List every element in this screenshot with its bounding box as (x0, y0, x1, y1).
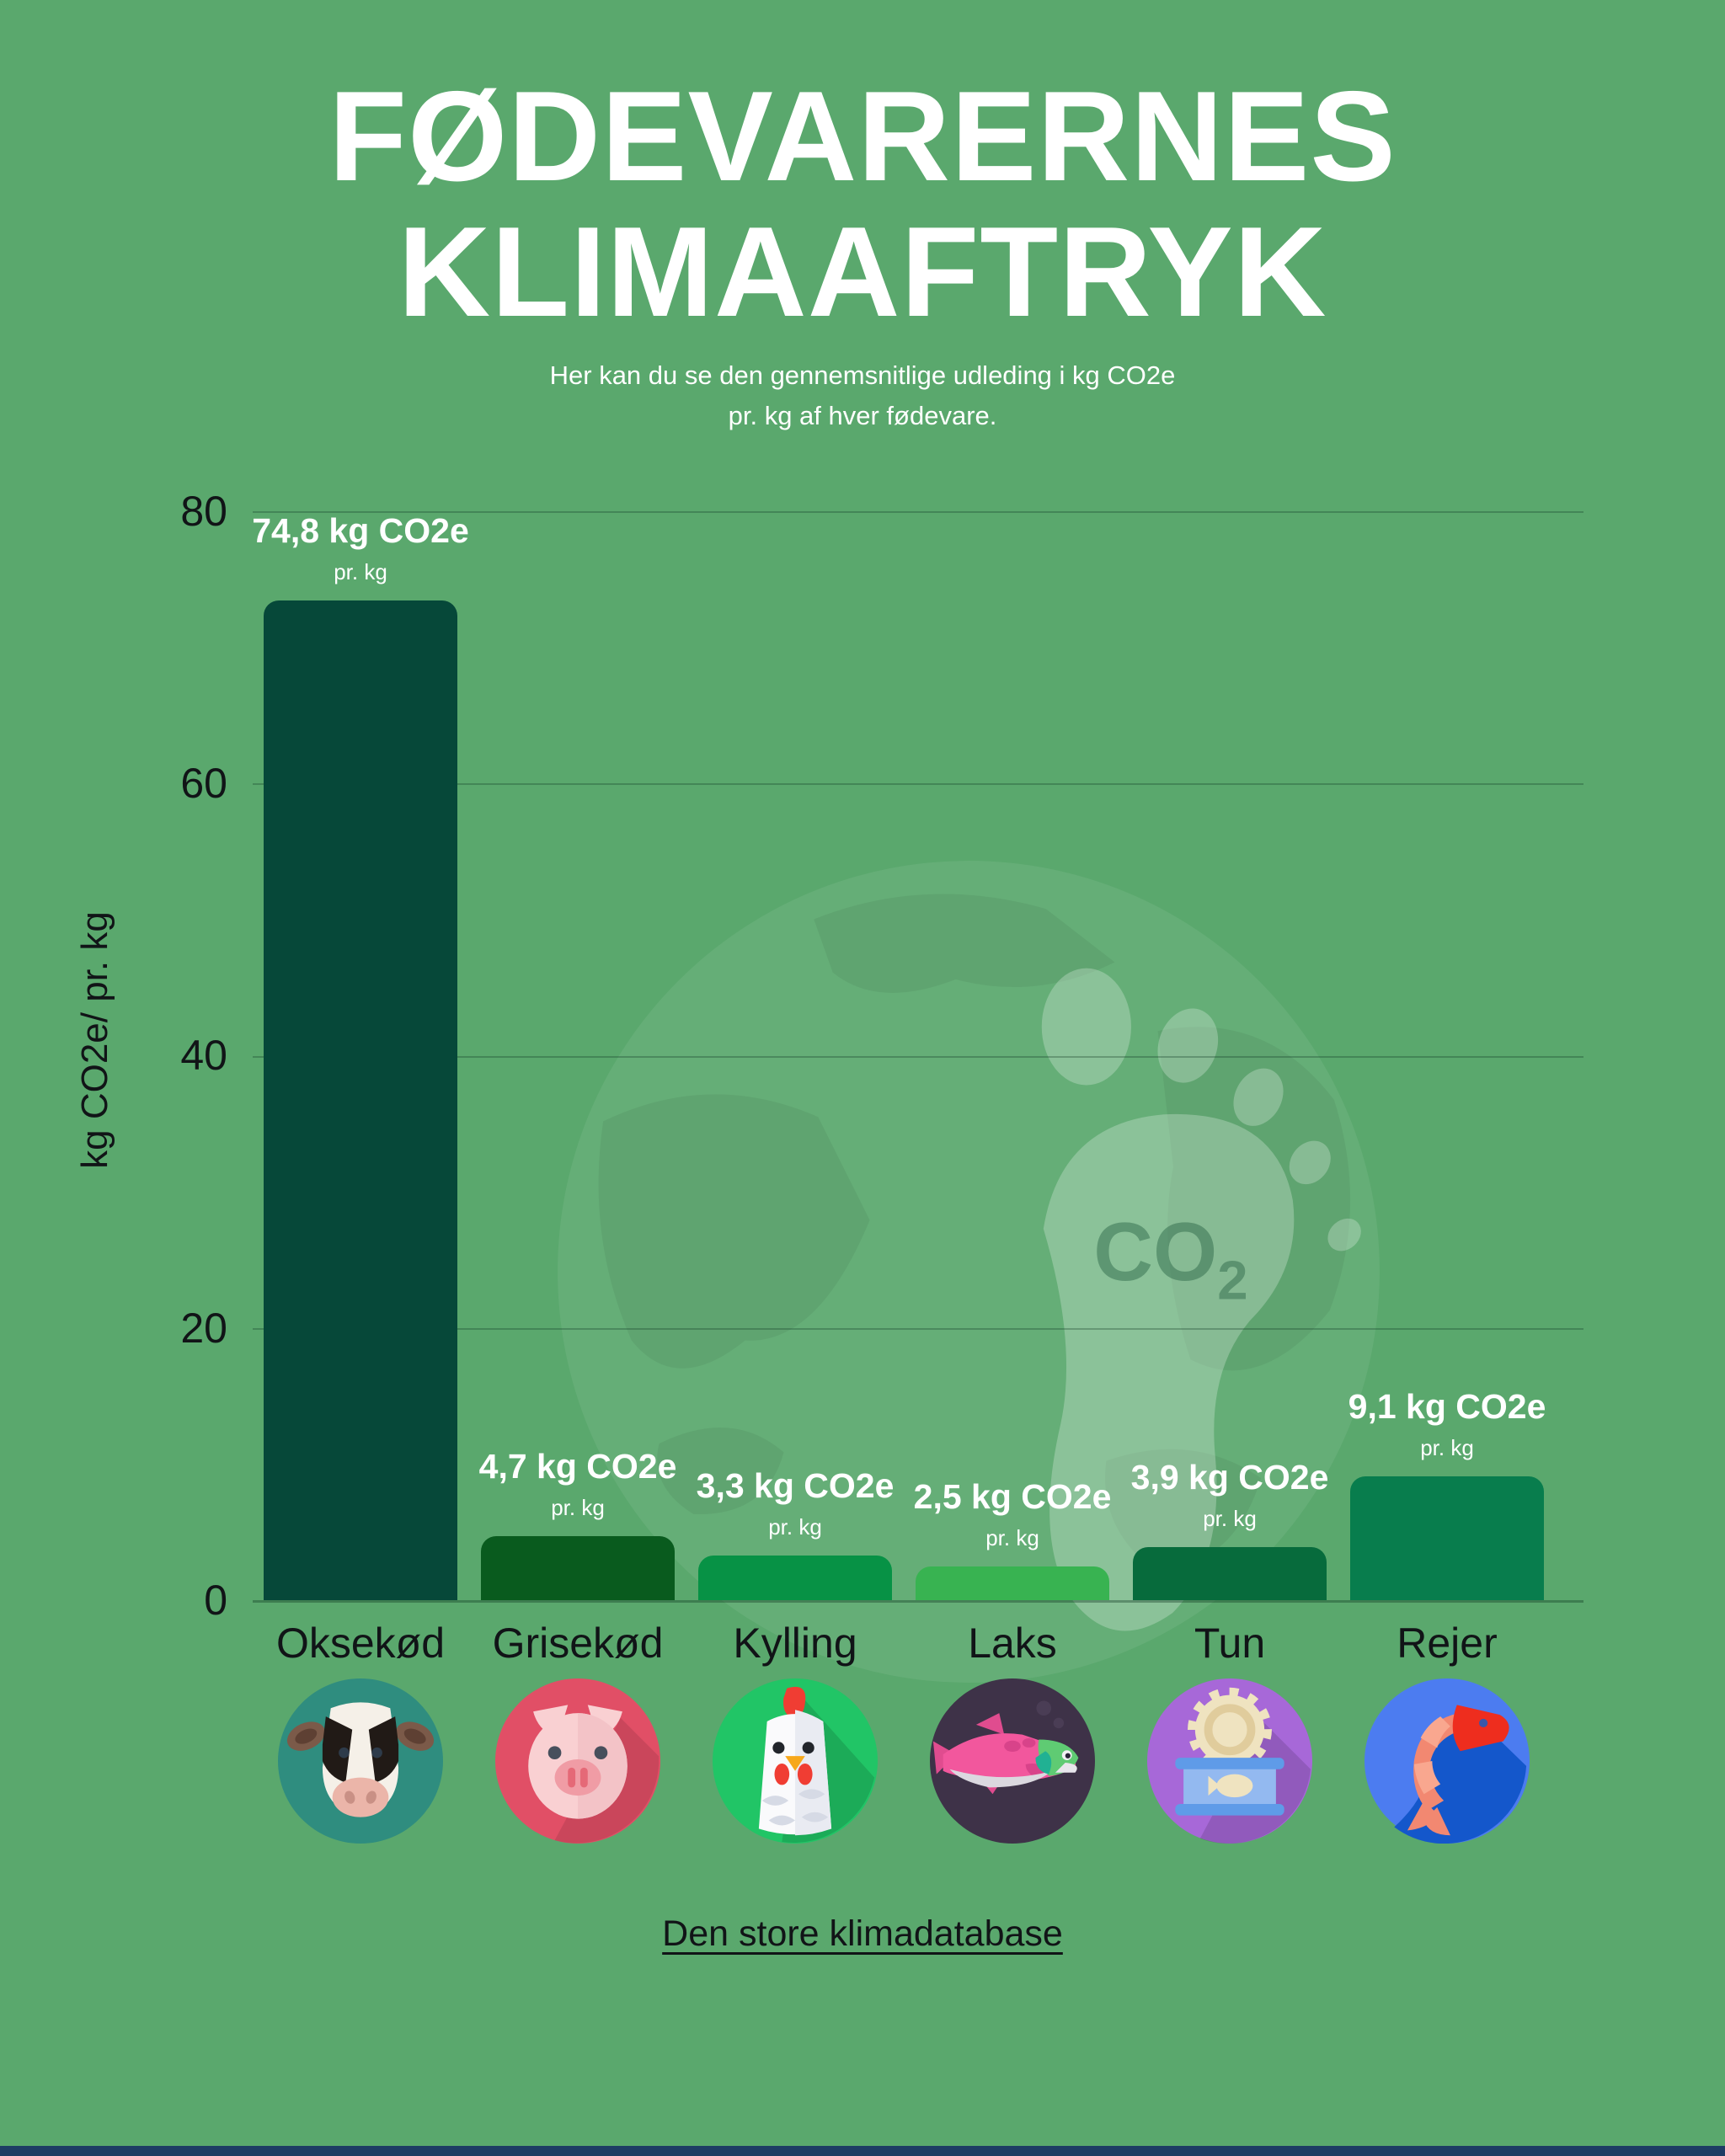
bar-value-label: 2,5 kg CO2e (913, 1476, 1112, 1516)
y-tick-0: 0 (204, 1577, 227, 1624)
gridline-40 (253, 1055, 1583, 1058)
bar-rejer (1350, 1476, 1544, 1600)
source-link[interactable]: Den store klimadatabase (662, 1913, 1063, 1954)
plot-area: 74,8 kg CO2e pr. kg 4,7 kg CO2e pr. kg 3… (252, 511, 1583, 1603)
x-axis-line (253, 1600, 1583, 1603)
bar-oksekod (264, 600, 457, 1600)
bar-column-laks: 2,5 kg CO2e pr. kg (913, 511, 1112, 1600)
x-label-oksekod: Oksekød (275, 1620, 446, 1667)
shrimp-icon (1365, 1678, 1530, 1844)
x-label-kylling: Kylling (733, 1620, 857, 1667)
bar-value-sublabel: pr. kg (1420, 1434, 1474, 1460)
x-label-grisekod: Grisekød (492, 1620, 664, 1667)
bar-value-label: 3,3 kg CO2e (696, 1465, 895, 1505)
bar-column-oksekod: 74,8 kg CO2e pr. kg (252, 511, 469, 1600)
y-tick-80: 80 (180, 488, 227, 535)
bar-column-grisekod: 4,7 kg CO2e pr. kg (478, 511, 677, 1600)
page-subtitle: Her kan du se den gennemsnitlige udledin… (0, 355, 1725, 436)
salmon-icon (930, 1678, 1095, 1844)
bottom-strip (0, 2146, 1725, 2156)
subtitle-line-2: pr. kg af hver fødevare. (728, 401, 997, 431)
co2-footprint-globe-watermark: CO2 (558, 861, 1380, 1683)
page-title: FØDEVARERNES KLIMAAFTRYK (0, 0, 1725, 340)
bar-value-sublabel: pr. kg (768, 1513, 822, 1540)
bar-value-label: 9,1 kg CO2e (1348, 1386, 1546, 1426)
title-line-2: KLIMAAFTRYK (398, 200, 1327, 344)
bar-value-label: 4,7 kg CO2e (478, 1447, 677, 1486)
bar-column-tun: 3,9 kg CO2e pr. kg (1130, 511, 1329, 1600)
bar-column-rejer: 9,1 kg CO2e pr. kg (1348, 511, 1546, 1600)
bar-value-sublabel: pr. kg (334, 559, 387, 584)
x-label-tun: Tun (1194, 1620, 1266, 1667)
bar-value-sublabel: pr. kg (985, 1524, 1039, 1550)
x-label-laks: Laks (968, 1620, 1057, 1667)
gridline-80 (253, 511, 1583, 513)
y-tick-20: 20 (180, 1305, 227, 1352)
y-tick-60: 60 (180, 760, 227, 807)
gridline-20 (253, 1327, 1583, 1330)
bar-value-sublabel: pr. kg (1203, 1505, 1257, 1531)
subtitle-line-1: Her kan du se den gennemsnitlige udledin… (549, 360, 1176, 391)
bar-tun (1133, 1546, 1327, 1600)
x-label-rejer: Rejer (1397, 1620, 1498, 1667)
pig-icon (495, 1678, 660, 1844)
title-line-1: FØDEVARERNES (328, 65, 1397, 208)
y-tick-40: 40 (180, 1032, 227, 1079)
bar-grisekod (481, 1536, 675, 1600)
bar-value-label: 74,8 kg CO2e (252, 511, 469, 550)
cow-icon (278, 1678, 443, 1844)
chicken-icon (713, 1678, 878, 1844)
bar-value-sublabel: pr. kg (551, 1495, 605, 1521)
tuna-can-icon (1147, 1678, 1312, 1844)
gridline-60 (253, 783, 1583, 786)
bar-column-kylling: 3,3 kg CO2e pr. kg (696, 511, 895, 1600)
source-row: Den store klimadatabase (0, 1913, 1725, 1955)
bar-laks (916, 1566, 1109, 1600)
header: FØDEVARERNES KLIMAAFTRYK Her kan du se d… (0, 0, 1725, 436)
bar-kylling (698, 1555, 892, 1600)
bar-value-label: 3,9 kg CO2e (1130, 1457, 1329, 1497)
